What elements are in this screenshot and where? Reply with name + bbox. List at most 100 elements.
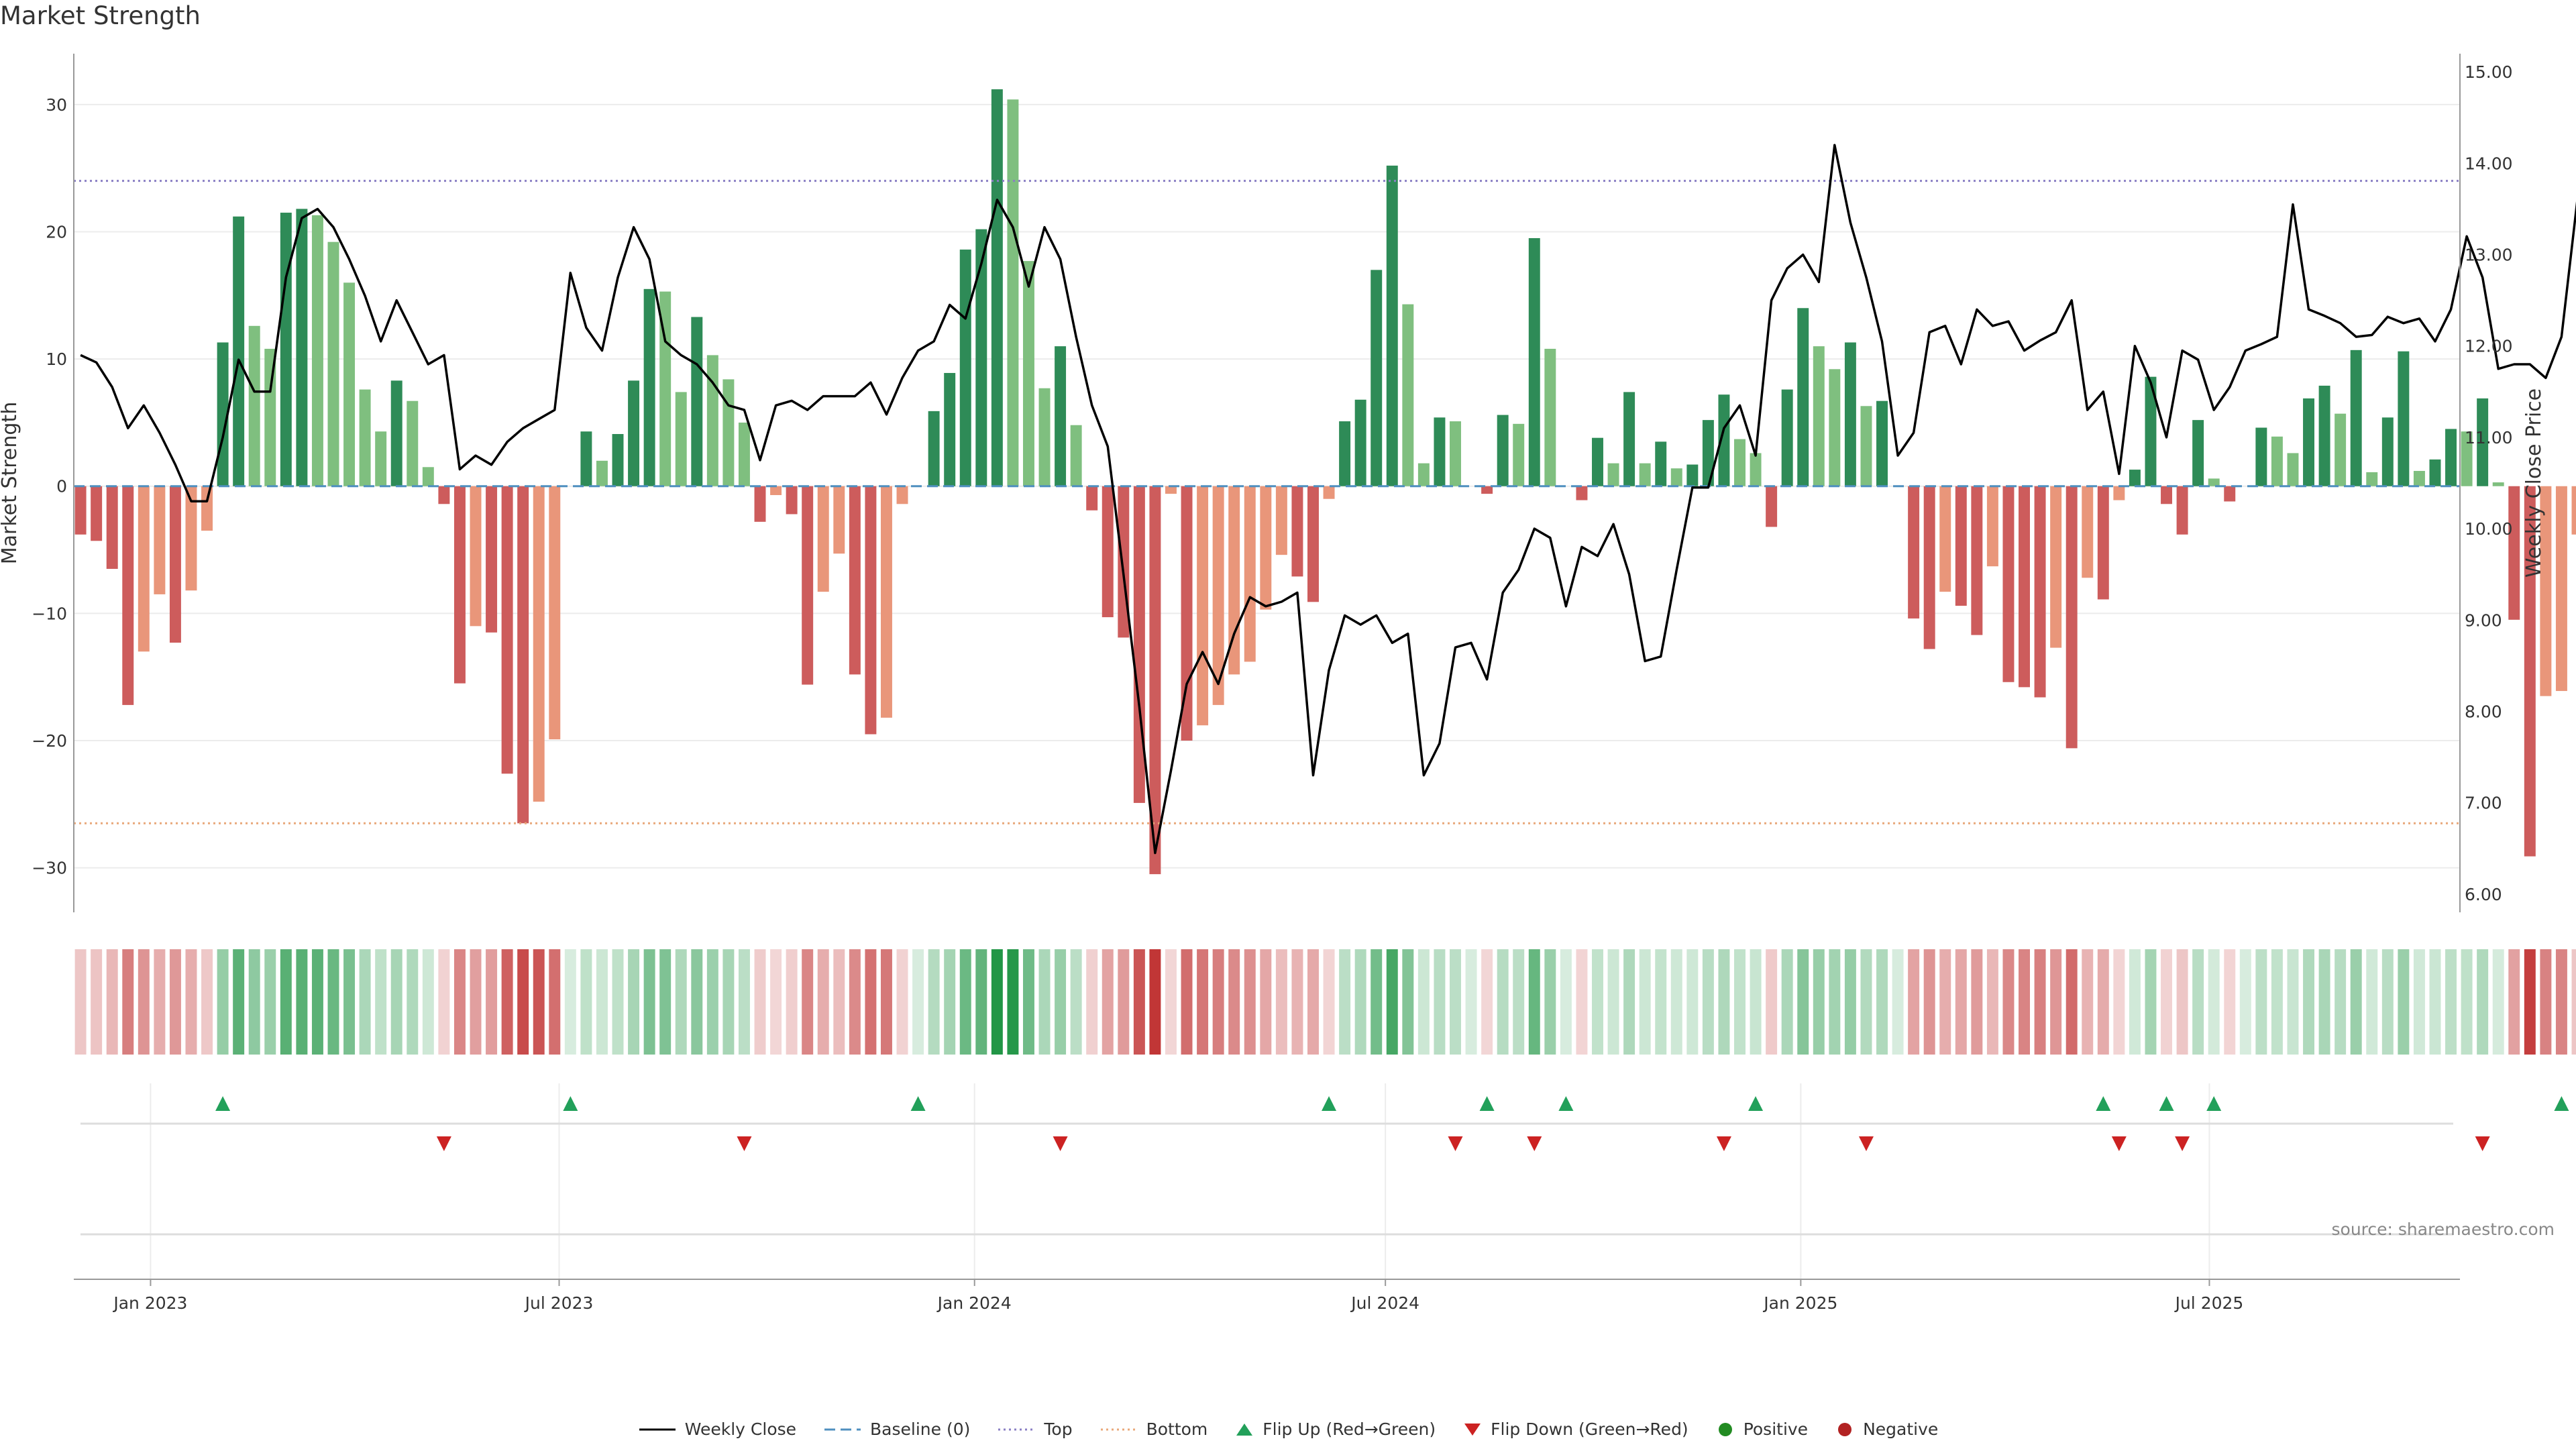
legend-dot-swatch — [998, 1428, 1035, 1430]
strength-bar — [896, 486, 908, 504]
strength-bar — [2508, 486, 2520, 620]
strength-bar — [1197, 486, 1209, 726]
strength-bar — [738, 422, 750, 486]
heat-cell — [1576, 949, 1588, 1055]
y2-tick-label: 15.00 — [2465, 62, 2513, 82]
strength-bar — [2113, 486, 2125, 500]
heat-cell — [628, 949, 640, 1055]
strength-bar — [517, 486, 529, 824]
heat-cell — [2508, 949, 2520, 1055]
heat-cell — [1371, 949, 1383, 1055]
strength-bar — [1718, 394, 1730, 486]
strength-bar — [1844, 342, 1856, 486]
heat-cell — [1481, 949, 1493, 1055]
strength-bar — [1497, 415, 1509, 486]
flip-up-marker — [910, 1096, 926, 1111]
strength-bar — [2208, 478, 2220, 486]
strength-bar — [1544, 348, 1556, 486]
y2-tick-label: 12.00 — [2465, 337, 2513, 356]
strength-bar — [2303, 398, 2315, 486]
strength-bar — [1417, 463, 1430, 486]
heat-cell — [1275, 949, 1287, 1055]
y2-tick-label: 10.00 — [2465, 519, 2513, 539]
strength-bar — [1655, 441, 1667, 486]
heat-cell — [1829, 949, 1841, 1055]
strength-bar — [1291, 486, 1303, 577]
heat-cell — [2398, 949, 2410, 1055]
strength-bar — [1939, 486, 1951, 592]
heat-cell — [1149, 949, 1161, 1055]
heat-cell — [1055, 949, 1067, 1055]
y2-tick-label: 7.00 — [2465, 794, 2502, 813]
heat-cell — [754, 949, 766, 1055]
heat-cell — [1181, 949, 1193, 1055]
heat-cell — [2065, 949, 2078, 1055]
y2-tick-label: 13.00 — [2465, 246, 2513, 265]
heat-cell — [1038, 949, 1051, 1055]
strength-bar — [533, 486, 545, 802]
y2-axis-label: Weekly Close Price — [2522, 388, 2546, 578]
heat-cell — [675, 949, 687, 1055]
strength-bar — [2082, 486, 2094, 578]
heat-cell — [549, 949, 561, 1055]
heat-cell — [612, 949, 624, 1055]
x-tick-label: Jul 2024 — [1350, 1293, 1419, 1313]
strength-bar — [1055, 346, 1067, 486]
heat-cell — [2239, 949, 2251, 1055]
flip-down-marker — [1448, 1136, 1463, 1151]
strength-bar — [706, 355, 718, 486]
heat-cell — [2477, 949, 2489, 1055]
heat-cell — [643, 949, 655, 1055]
strength-bar — [122, 486, 134, 705]
strength-bar — [1513, 423, 1525, 486]
y2-tick-label: 14.00 — [2465, 154, 2513, 173]
heat-cell — [407, 949, 419, 1055]
heat-cell — [691, 949, 703, 1055]
strength-bar — [2477, 398, 2489, 486]
heat-cell — [1860, 949, 1872, 1055]
y2-tick-label: 9.00 — [2465, 610, 2502, 630]
strength-bar — [1702, 420, 1714, 486]
legend-weekly-close: Weekly Close — [638, 1419, 796, 1439]
strength-bar — [2097, 486, 2109, 600]
legend-label: Flip Up (Red→Green) — [1263, 1419, 1436, 1439]
legend-bottom: Bottom — [1099, 1419, 1208, 1439]
flip-down-marker — [737, 1136, 752, 1151]
heat-cell — [2555, 949, 2567, 1055]
strength-bar — [1102, 486, 1114, 618]
flip-up-marker — [2206, 1096, 2222, 1111]
strength-bar — [1766, 486, 1778, 527]
legend-label: Flip Down (Green→Red) — [1491, 1419, 1688, 1439]
strength-bar — [643, 288, 655, 486]
strength-bar — [1007, 99, 1019, 486]
strength-bar — [1923, 486, 1935, 649]
y-tick-label: −10 — [32, 604, 67, 623]
y2-tick-label: 6.00 — [2465, 885, 2502, 904]
strength-bar — [2318, 385, 2330, 486]
heat-cell — [486, 949, 498, 1055]
flip-down-marker — [2475, 1136, 2490, 1151]
heat-cell — [2271, 949, 2283, 1055]
strength-bar — [375, 431, 387, 486]
heat-cell — [1354, 949, 1366, 1055]
heat-cell — [1844, 949, 1856, 1055]
strength-bar — [327, 241, 339, 486]
strength-bar — [2192, 420, 2204, 486]
strength-bar — [1038, 388, 1051, 486]
heat-cell — [1813, 949, 1825, 1055]
heat-cell — [1702, 949, 1714, 1055]
strength-bar — [722, 379, 735, 486]
strength-bar — [849, 486, 861, 675]
heat-cell — [802, 949, 814, 1055]
strength-bar — [1022, 261, 1034, 486]
circle-icon — [1838, 1422, 1852, 1436]
weekly-close-series — [80, 144, 2576, 855]
legend-label: Bottom — [1146, 1419, 1208, 1439]
strength-bar — [596, 460, 608, 486]
flip-up-marker — [563, 1096, 578, 1111]
heat-cell — [280, 949, 292, 1055]
strength-bar — [1212, 486, 1224, 705]
strength-bar — [2161, 486, 2173, 504]
strength-bar — [2002, 486, 2015, 682]
heat-cell — [1086, 949, 1098, 1055]
